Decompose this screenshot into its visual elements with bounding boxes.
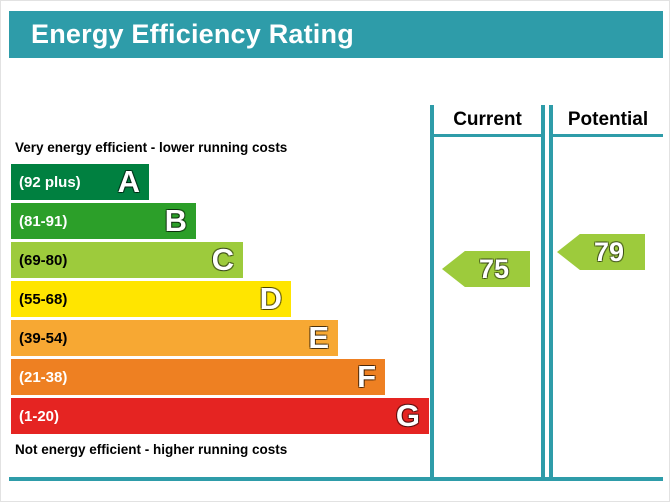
title-banner: Energy Efficiency Rating	[9, 11, 663, 58]
chart-title: Energy Efficiency Rating	[31, 19, 354, 49]
current-column-header: Current	[453, 109, 522, 130]
band-letter: C	[211, 242, 234, 277]
band-range-label: (55-68)	[19, 290, 68, 308]
current-header-underline	[434, 134, 541, 137]
band-letter: E	[308, 320, 329, 355]
band-letter: A	[117, 164, 140, 199]
band-range-label: (69-80)	[19, 251, 68, 269]
band-letter: G	[395, 398, 420, 433]
current-rating-arrow: 75	[442, 251, 530, 287]
potential-column-header: Potential	[567, 109, 649, 130]
band-range-label: (92 plus)	[19, 173, 81, 191]
column-separator-line	[549, 105, 553, 478]
chart-bottom-line	[9, 477, 663, 481]
column-separator-line	[430, 105, 434, 478]
band-letter: D	[259, 281, 282, 316]
band-range-label: (39-54)	[19, 329, 68, 347]
band-row-g: (1-20) G	[11, 398, 429, 434]
band-row-b: (81-91) B	[11, 203, 196, 239]
current-rating-value: 75	[478, 253, 510, 284]
band-letter: F	[357, 359, 376, 394]
band-range-label: (21-38)	[19, 368, 68, 386]
band-letter: B	[164, 203, 187, 238]
band-range-label: (81-91)	[19, 212, 68, 230]
bottom-note: Not energy efficient - higher running co…	[15, 442, 288, 457]
rating-bands: (92 plus) A (81-91) B (69-80) C (55-68) …	[11, 164, 429, 437]
band-row-d: (55-68) D	[11, 281, 291, 317]
top-note: Very energy efficient - lower running co…	[15, 140, 288, 155]
potential-rating-arrow: 79	[557, 234, 645, 270]
band-row-e: (39-54) E	[11, 320, 338, 356]
band-range-label: (1-20)	[19, 407, 60, 425]
potential-rating-value: 79	[593, 236, 625, 267]
potential-header-underline	[553, 134, 663, 137]
band-row-c: (69-80) C	[11, 242, 243, 278]
column-separator-line	[541, 105, 545, 478]
band-row-f: (21-38) F	[11, 359, 385, 395]
band-row-a: (92 plus) A	[11, 164, 149, 200]
